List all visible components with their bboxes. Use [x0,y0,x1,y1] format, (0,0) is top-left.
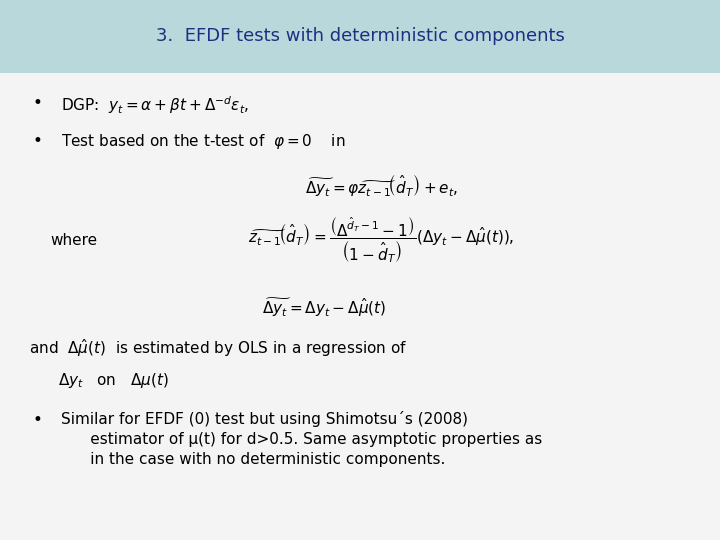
Text: 3.  EFDF tests with deterministic components: 3. EFDF tests with deterministic compone… [156,28,564,45]
Text: where: where [50,233,97,248]
Text: $\widetilde{\Delta y_t} = \varphi\widetilde{z_{t-1}}\!\left(\hat{d}_T\right) + e: $\widetilde{\Delta y_t} = \varphi\wideti… [305,173,458,199]
Text: •: • [32,132,42,150]
Text: •: • [32,94,42,112]
Text: and  $\Delta\hat{\mu}(t)$  is estimated by OLS in a regression of: and $\Delta\hat{\mu}(t)$ is estimated by… [29,338,407,359]
Text: $\widetilde{\Delta y_t} = \Delta y_t - \Delta\hat{\mu}(t)$: $\widetilde{\Delta y_t} = \Delta y_t - \… [262,296,386,319]
Text: $\Delta y_t$   on   $\Delta\mu(t)$: $\Delta y_t$ on $\Delta\mu(t)$ [58,371,168,390]
Text: •: • [32,411,42,429]
FancyBboxPatch shape [0,0,720,73]
Text: $\widetilde{z_{t-1}}\!\left(\hat{d}_T\right) = \dfrac{\left(\Delta^{\hat{d}_T-1}: $\widetilde{z_{t-1}}\!\left(\hat{d}_T\ri… [248,215,515,265]
Text: Similar for EFDF (0) test but using Shimotsu´s (2008)
      estimator of μ(t) fo: Similar for EFDF (0) test but using Shim… [61,411,542,467]
Text: Test based on the t-test of  $\varphi{=}0$    in: Test based on the t-test of $\varphi{=}0… [61,132,346,151]
Text: DGP:  $y_t = \alpha + \beta t + \Delta^{-d}\epsilon_t,$: DGP: $y_t = \alpha + \beta t + \Delta^{-… [61,94,249,116]
